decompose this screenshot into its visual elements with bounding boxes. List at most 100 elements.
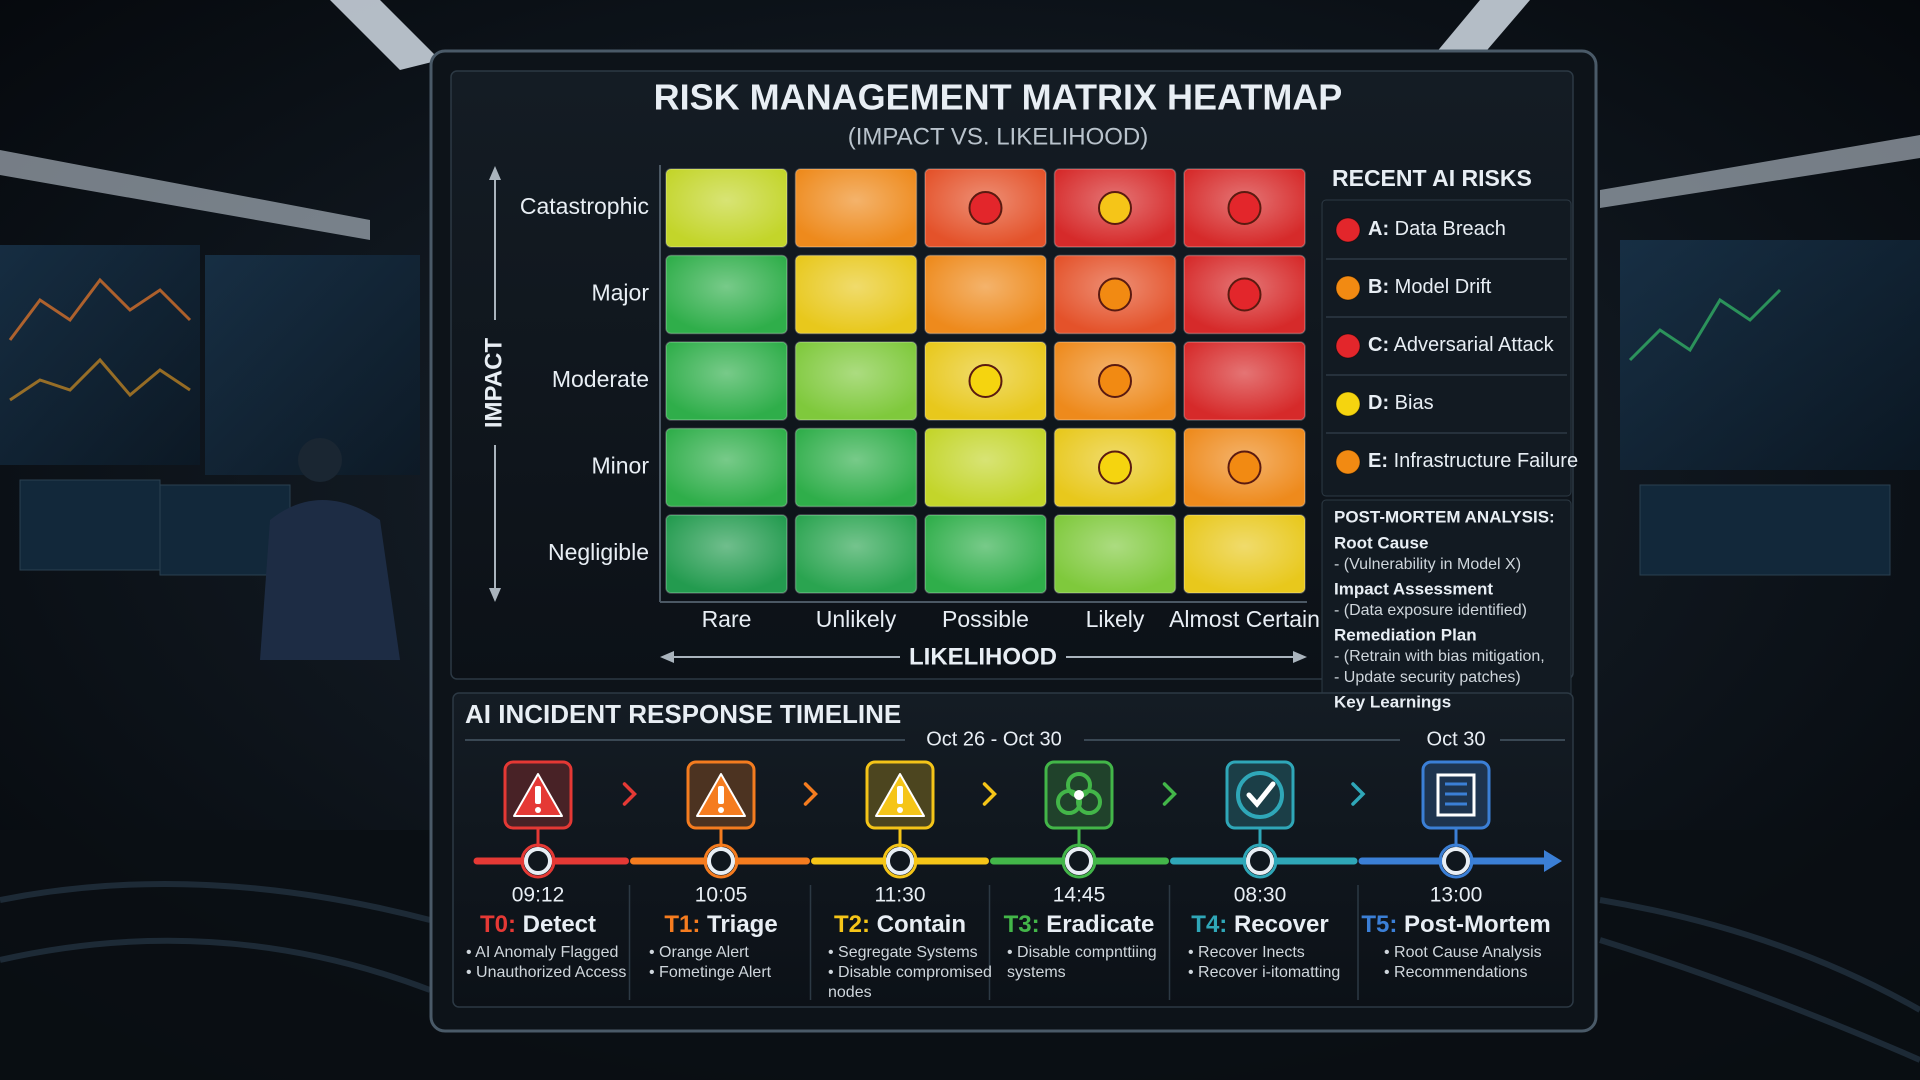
cell-glow: [666, 342, 787, 420]
timeline-node-ring: [703, 843, 739, 879]
y-axis-title: IMPACT: [480, 338, 507, 429]
stage-note: systems: [1007, 964, 1066, 981]
risk-key: E:: [1368, 450, 1388, 472]
risk-label: Infrastructure Failure: [1394, 450, 1579, 472]
stage-name: Triage: [707, 911, 778, 938]
background-graph: [1628, 288, 1782, 362]
risk-dot: [1098, 364, 1132, 398]
stage-name: Post-Mortem: [1404, 911, 1551, 938]
risk-dot: [1227, 277, 1262, 312]
stage-name: Detect: [523, 911, 596, 938]
risk-dot: [968, 191, 1003, 225]
stage-code: T1:: [664, 911, 700, 938]
post-mortem-line: - Update security patches): [1334, 669, 1521, 686]
stage-label: T2: Contain: [834, 911, 966, 938]
stage-label: T3: Eradicate: [1004, 911, 1155, 938]
stage-note: • Recover Inects: [1188, 944, 1305, 961]
post-mortem-line: - (Retrain with bias mitigation,: [1334, 648, 1545, 665]
document-icon: [1436, 773, 1476, 817]
warning-dot: [897, 807, 903, 813]
title: RISK MANAGEMENT MATRIX HEATMAP: [654, 77, 1343, 118]
likelihood-label: Almost Certain: [1169, 606, 1320, 632]
risk-dot: [1227, 191, 1262, 225]
likelihood-label: Possible: [942, 606, 1029, 632]
risks-panel: [1321, 199, 1572, 497]
risk-dot: [1098, 450, 1132, 485]
post-mortem-line: - (Vulnerability in Model X): [1334, 556, 1521, 573]
risk-key: A:: [1368, 218, 1389, 240]
likelihood-label: Likely: [1086, 606, 1145, 632]
stage-note: • Orange Alert: [649, 944, 749, 961]
risks-title: RECENT AI RISKS: [1332, 165, 1532, 191]
cell-glow: [666, 515, 787, 593]
background-graph: [9, 357, 191, 402]
arrow-head: [489, 166, 501, 180]
post-mortem-heading: Root Cause: [1334, 533, 1428, 552]
biohazard-lobe: [1076, 789, 1102, 815]
stage-label: T5: Post-Mortem: [1361, 911, 1550, 938]
generated-content: Catastrophic Major Moderate Minor Negligible…: [465, 168, 1578, 1001]
stage-time: 14:45: [1053, 884, 1106, 907]
risk-dot: [1098, 191, 1132, 225]
stage-time: 13:00: [1430, 884, 1483, 907]
risk-label: Model Drift: [1395, 276, 1492, 298]
risk-label: Data Breach: [1395, 218, 1506, 240]
timeline-node-ring: [1438, 843, 1474, 879]
cell-glow: [795, 428, 917, 507]
timeline-node: [886, 847, 914, 875]
risk-item: D: Bias: [1368, 392, 1434, 414]
stage-note: • Unauthorized Access: [466, 964, 626, 981]
date-range: Oct 30: [1427, 728, 1486, 750]
timeline-node: [1065, 847, 1093, 875]
cell-glow: [666, 169, 787, 247]
cables: [0, 881, 1920, 1063]
stage-chevron: [982, 782, 997, 806]
warning-dot: [535, 807, 541, 813]
operator-head: [298, 438, 342, 482]
likelihood-label: Unlikely: [816, 606, 897, 632]
arrow-head: [660, 651, 674, 663]
stage-code: T0:: [480, 911, 516, 938]
background-graph: [8, 277, 192, 341]
stage-note: • Disable compromised: [828, 964, 992, 981]
stage-chevron: [1162, 782, 1177, 806]
operator-body: [260, 500, 400, 660]
stage-name: Contain: [877, 911, 966, 938]
impact-label: Minor: [591, 453, 649, 479]
background-monitor: [1620, 240, 1920, 470]
risk-item: E: Infrastructure Failure: [1368, 450, 1578, 472]
post-mortem-heading: Impact Assessment: [1334, 579, 1493, 598]
stage-code: T5:: [1361, 911, 1397, 938]
risk-label: Bias: [1395, 392, 1434, 414]
risk-key: D:: [1368, 392, 1389, 414]
risk-item: C: Adversarial Attack: [1368, 334, 1555, 356]
stage-note: • Root Cause Analysis: [1384, 944, 1542, 961]
background-monitor: [1639, 484, 1891, 576]
stage-code: T4:: [1191, 911, 1227, 938]
cell-glow: [795, 342, 917, 420]
risk-swatch: [1335, 333, 1361, 359]
ceiling-light: [0, 150, 370, 240]
impact-label: Major: [591, 280, 649, 306]
stage-chevron: [803, 782, 818, 806]
stage-time: 08:30: [1234, 884, 1287, 907]
biohazard-core: [1074, 790, 1084, 800]
impact-label: Catastrophic: [520, 193, 649, 219]
cell-glow: [925, 428, 1046, 507]
ceiling-light: [330, 0, 440, 70]
stage-code: T2:: [834, 911, 870, 938]
stage-time: 11:30: [875, 884, 926, 907]
arrow-head: [1293, 651, 1307, 663]
check-mark: [1246, 781, 1276, 808]
stage-note: • Segregate Systems: [828, 944, 978, 961]
risk-item: A: Data Breach: [1368, 218, 1506, 240]
timeline-node: [1246, 847, 1274, 875]
risk-dot: [968, 364, 1003, 398]
x-axis-title: LIKELIHOOD: [909, 643, 1057, 670]
timeline-node-ring: [1061, 843, 1097, 879]
impact-label: Negligible: [548, 539, 649, 565]
stage-time: 10:05: [695, 884, 748, 907]
risk-swatch: [1335, 217, 1361, 243]
warning-mark: [718, 786, 724, 804]
